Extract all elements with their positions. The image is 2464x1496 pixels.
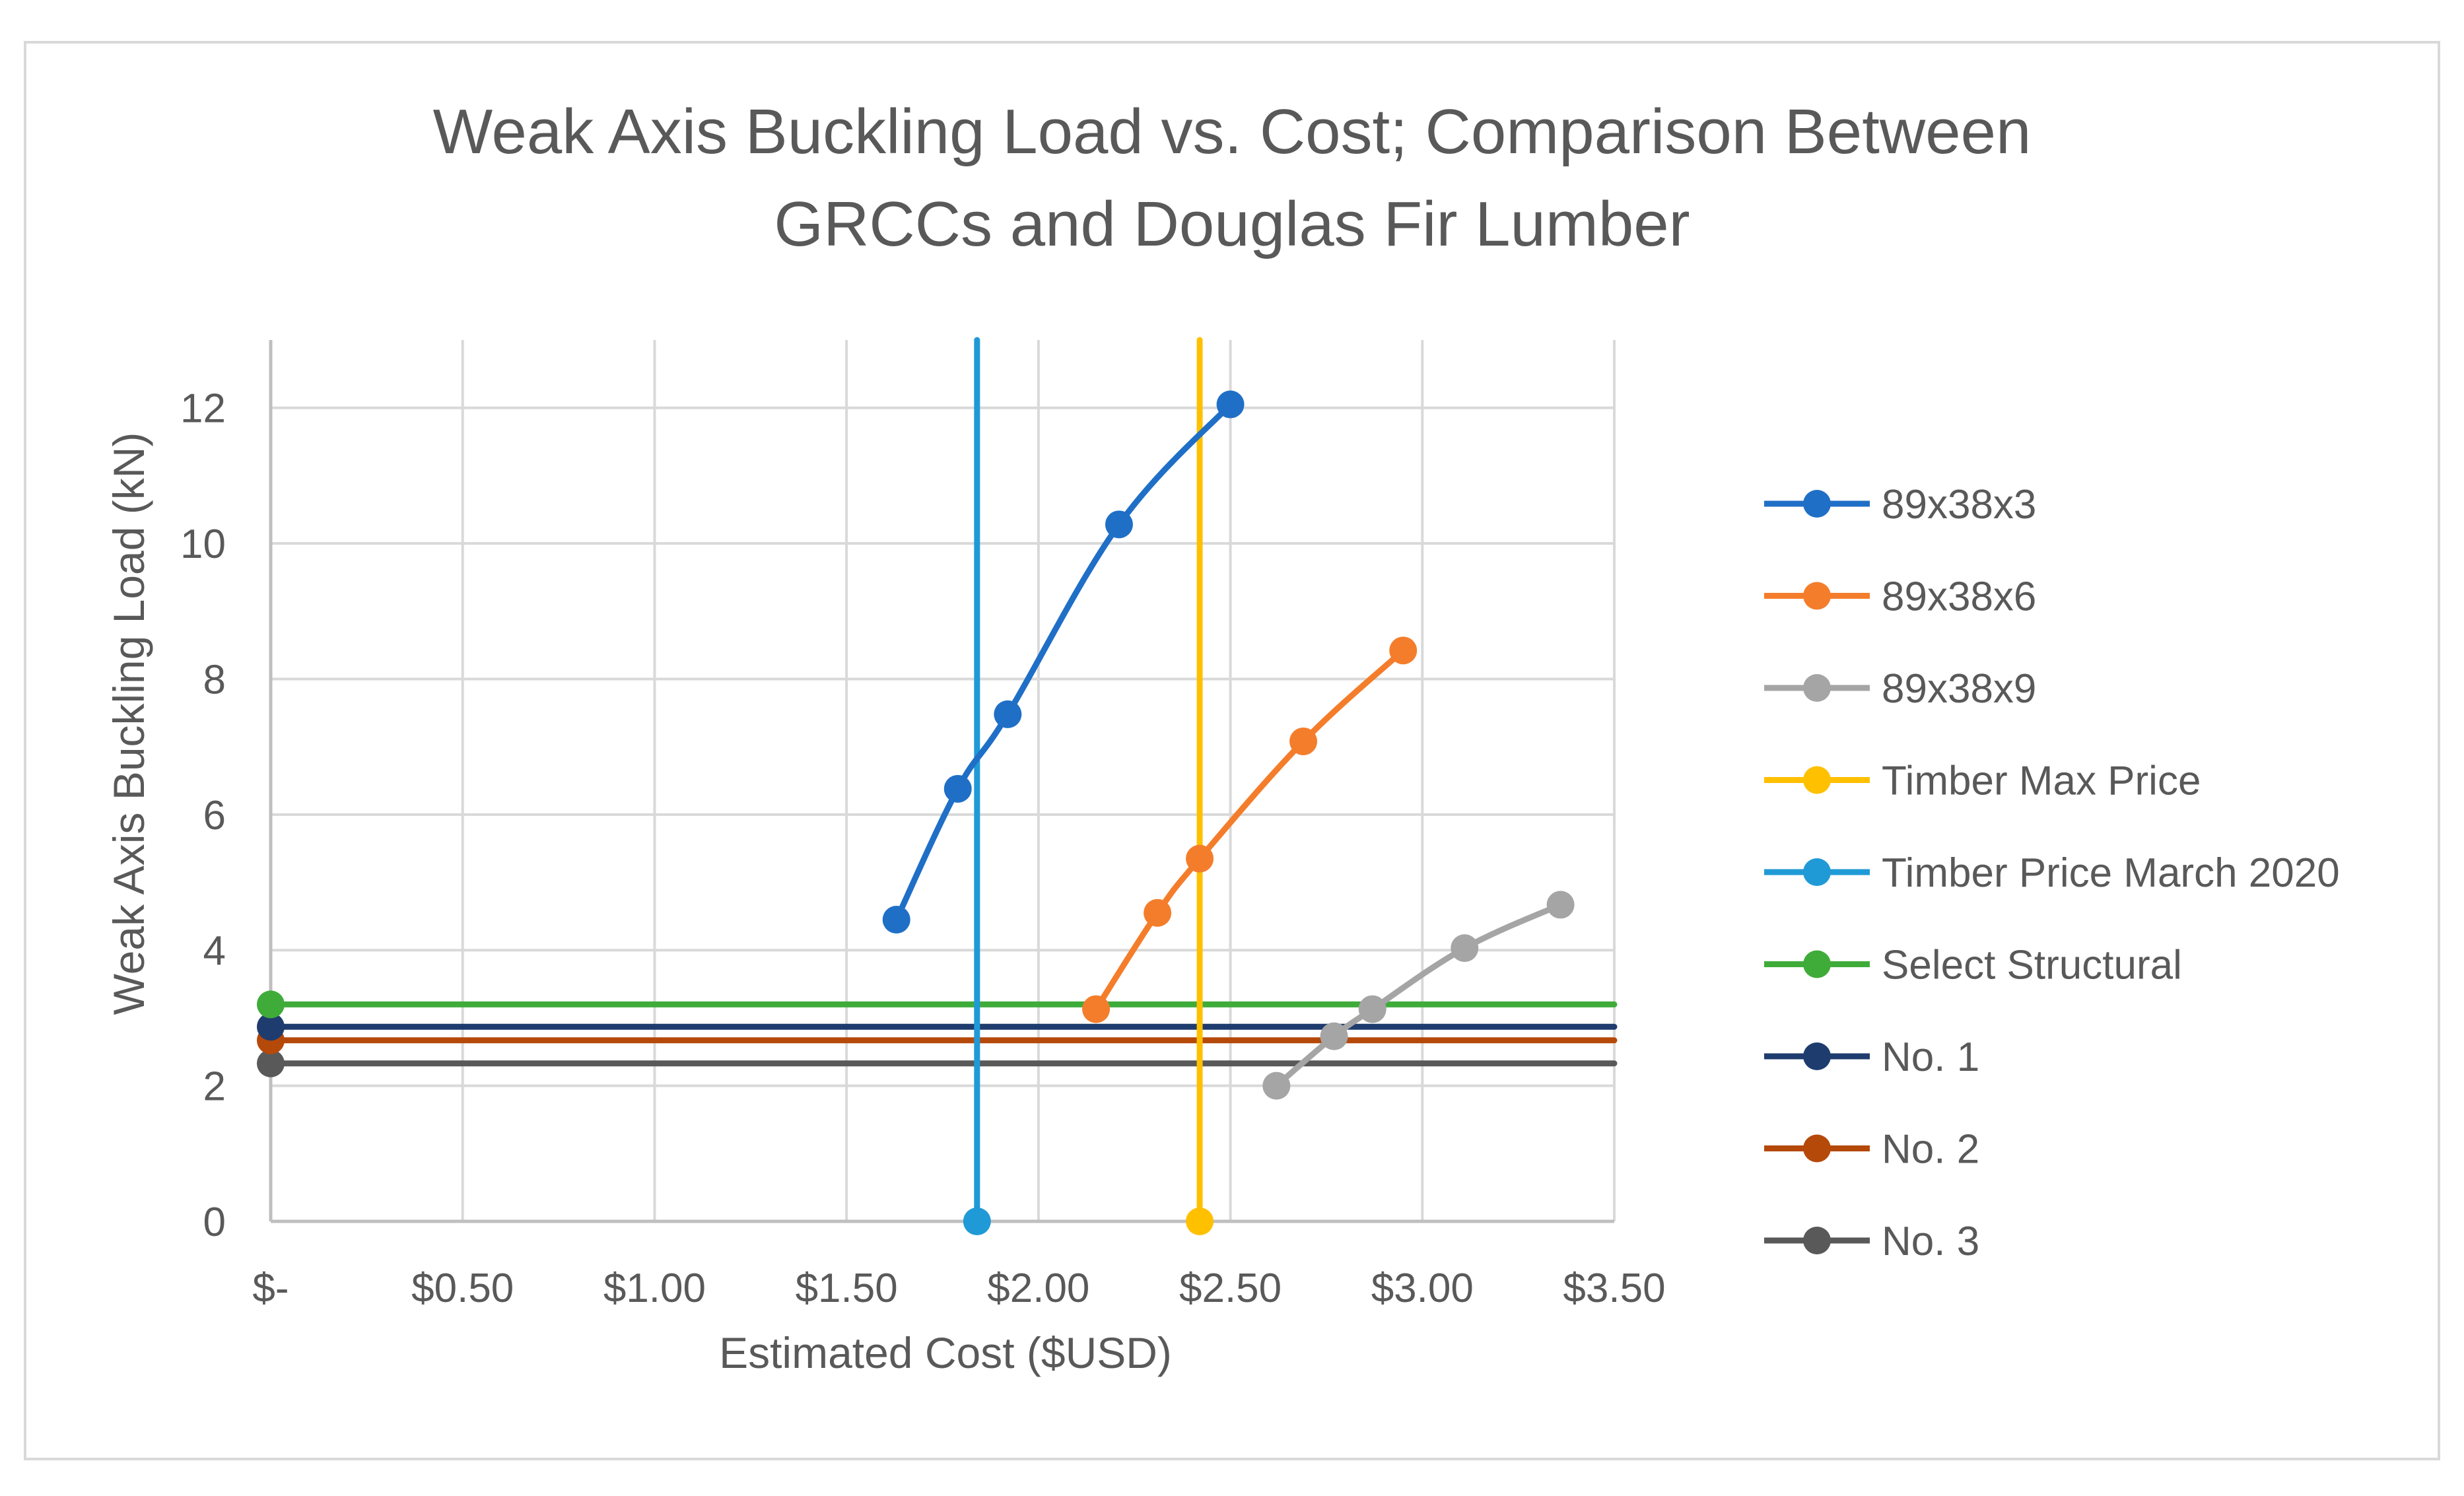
legend-item-timber-price-march-2020: Timber Price March 2020 [1764,850,2340,896]
legend-item-no-1: No. 1 [1764,1035,1979,1080]
data-point-no-1 [257,1013,285,1041]
x-tick-label: $3.00 [1371,1266,1474,1311]
y-axis-label: Weak Axis Buckling Load (kN) [104,432,153,1015]
series-89x38x3 [882,390,1245,934]
chart-title: Weak Axis Buckling Load vs. Cost; Compar… [433,96,2032,259]
x-axis-label: Estimated Cost ($USD) [719,1328,1172,1377]
legend-swatch-marker-timber-price-march-2020 [1803,858,1831,886]
data-point-89x38x3 [943,774,972,803]
chart-area [24,41,2440,1460]
series-timber-max-price [1186,337,1214,1235]
legend-item-89x38x6: 89x38x6 [1764,574,2036,620]
y-tick-label: 10 [180,522,226,567]
y-tick-label: 6 [203,793,226,838]
legend-item-89x38x3: 89x38x3 [1764,482,2036,527]
legend-label-89x38x9: 89x38x9 [1882,666,2036,712]
gridlines [269,340,1616,1221]
x-tick-label: $2.00 [987,1266,1089,1311]
y-tick-label: 0 [203,1200,226,1245]
legend-label-timber-max-price: Timber Max Price [1882,759,2201,804]
data-point-select-structural [257,990,285,1019]
data-point-89x38x9 [1451,934,1479,963]
legend-label-select-structural: Select Structural [1882,943,2182,988]
series-line-89x38x6 [1093,647,1406,1013]
legend-item-timber-max-price: Timber Max Price [1764,759,2201,804]
y-tick-label: 8 [203,657,226,702]
data-point-89x38x3 [1216,390,1245,419]
series-no-1 [257,1013,1618,1041]
y-tick-label: 4 [203,928,226,974]
legend-item-no-2: No. 2 [1764,1127,1979,1173]
series-line-89x38x3 [893,401,1234,923]
data-point-timber-price-march-2020 [963,1207,991,1235]
legend-swatch-marker-89x38x3 [1803,490,1831,518]
legend-swatch-marker-89x38x9 [1803,674,1831,702]
data-point-89x38x9 [1358,995,1386,1023]
legend-label-no-2: No. 2 [1882,1127,1979,1173]
legend-swatch-marker-no-3 [1803,1227,1831,1254]
legend-swatch-marker-select-structural [1803,950,1831,978]
x-tick-label: $- [252,1266,289,1311]
x-tick-label: $0.50 [411,1266,514,1311]
legend-item-89x38x9: 89x38x9 [1764,666,2036,712]
data-point-89x38x6 [1144,899,1172,927]
data-point-89x38x6 [1289,727,1318,755]
series-89x38x6 [1082,636,1418,1023]
data-point-89x38x9 [1262,1071,1291,1100]
chart-title-line-1: Weak Axis Buckling Load vs. Cost; Compar… [433,96,2032,167]
data-point-89x38x3 [994,700,1022,728]
legend-item-select-structural: Select Structural [1764,943,2182,988]
data-point-timber-max-price [1186,1207,1214,1235]
series-timber-price-march-2020 [963,337,991,1235]
data-point-89x38x3 [882,906,910,934]
x-tick-label: $2.50 [1179,1266,1282,1311]
axes [269,340,1614,1223]
series-line-89x38x9 [1273,901,1564,1089]
series-no-2 [257,1026,1618,1054]
y-tick-label: 12 [180,386,226,432]
legend: 89x38x3 89x38x6 89x38x9 Timber Max Price Tim… [1764,482,2340,1264]
data-point-89x38x3 [1105,510,1133,539]
legend-swatch-marker-timber-max-price [1803,766,1831,794]
legend-label-no-3: No. 3 [1882,1219,1979,1264]
chart-title-line-2: GRCCs and Douglas Fir Lumber [774,189,1690,259]
data-point-89x38x9 [1320,1022,1348,1050]
x-tick-label: $3.50 [1563,1266,1665,1311]
legend-swatch-marker-no-2 [1803,1134,1831,1163]
x-tick-label: $1.50 [796,1266,898,1311]
series-no-3 [257,1049,1618,1077]
x-tick-label: $1.00 [603,1266,706,1311]
legend-label-89x38x6: 89x38x6 [1882,574,2036,620]
series-select-structural [257,990,1618,1019]
legend-label-no-1: No. 1 [1882,1035,1979,1080]
legend-label-timber-price-march-2020: Timber Price March 2020 [1882,850,2340,896]
series-89x38x9 [1262,891,1575,1100]
tick-labels: $- $0.50 $1.00 $1.50 $2.00 $2.50 $3.00 $3.50 0 2 4… [180,386,1666,1311]
y-tick-label: 2 [203,1064,226,1110]
legend-item-no-3: No. 3 [1764,1219,1979,1264]
data-point-89x38x6 [1186,844,1214,873]
data-point-no-3 [257,1049,285,1077]
plot-series [257,337,1618,1235]
data-point-89x38x6 [1389,636,1418,665]
data-point-89x38x6 [1082,995,1111,1023]
legend-label-89x38x3: 89x38x3 [1882,482,2036,527]
data-point-89x38x9 [1546,891,1575,919]
legend-swatch-marker-no-1 [1803,1042,1831,1070]
legend-swatch-marker-89x38x6 [1803,582,1831,610]
